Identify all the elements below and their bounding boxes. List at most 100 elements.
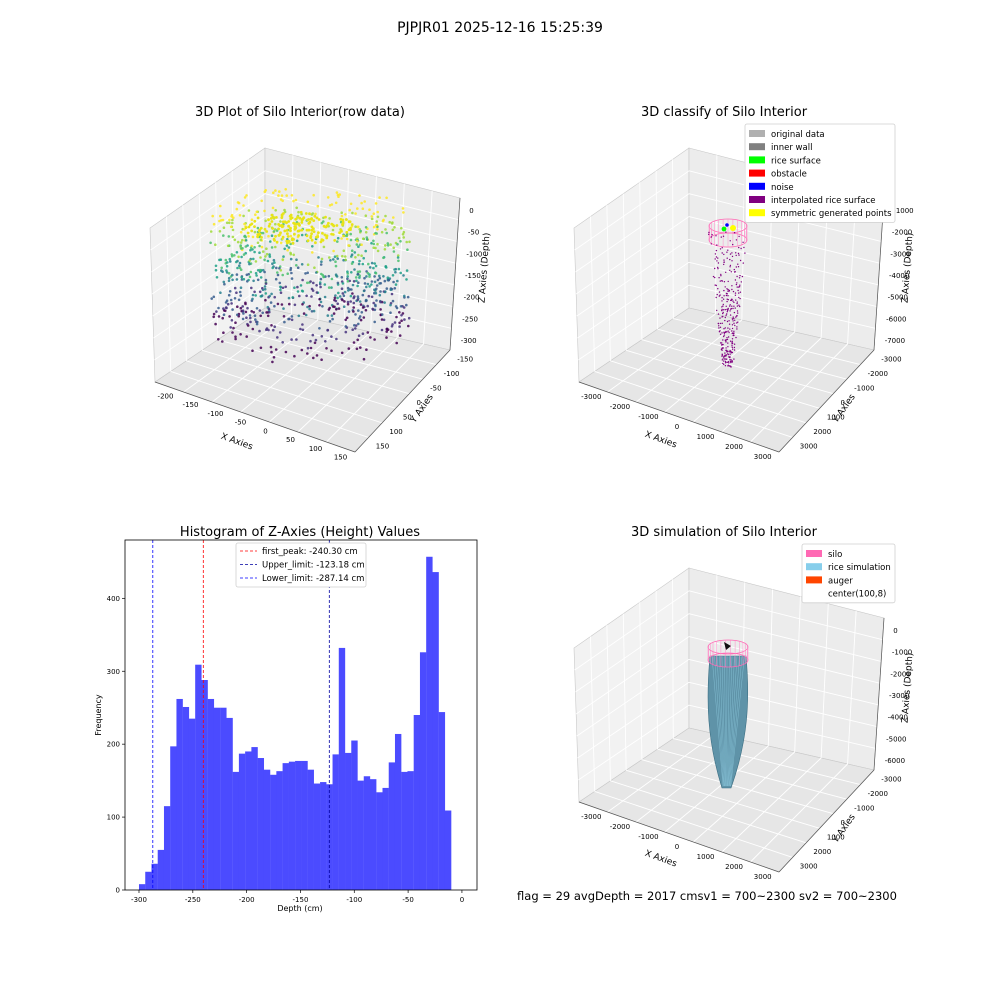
p1-point-top — [341, 223, 344, 227]
p2-interpolated-point — [733, 358, 735, 360]
p2-interpolated-point — [731, 285, 733, 287]
p2-interpolated-point — [733, 330, 735, 332]
p1-point — [268, 253, 271, 256]
p1-point — [352, 306, 356, 309]
p2-interpolated-point — [729, 266, 731, 268]
p1-point — [261, 231, 265, 235]
p1-point — [318, 327, 321, 330]
p1-point — [309, 280, 312, 283]
p2-interpolated-point — [723, 281, 726, 283]
p1-point — [212, 315, 215, 319]
p4-mesh-line — [724, 655, 727, 787]
p1-point-top — [297, 234, 300, 237]
p1-point — [361, 306, 365, 309]
p1-point — [279, 220, 282, 223]
p2-interpolated-point — [725, 305, 727, 307]
p1-point — [255, 210, 259, 214]
grid-left-h — [151, 216, 266, 295]
p1-point — [258, 244, 261, 248]
p2-interpolated-point — [737, 266, 740, 268]
p1-point — [374, 264, 378, 268]
z-axis-line — [449, 197, 461, 351]
p2-interpolated-point — [738, 254, 740, 256]
p2-interpolated-point — [719, 294, 721, 296]
p1-point — [246, 244, 249, 247]
p1-point — [340, 351, 344, 355]
p1-point — [251, 349, 254, 353]
grid-left-v — [589, 216, 596, 372]
p1-point — [263, 209, 266, 213]
p3-y-tick: 400 — [107, 595, 120, 603]
p1-point — [254, 213, 257, 216]
p1-point — [276, 273, 280, 277]
p2-interpolated-point — [734, 279, 737, 281]
p1-point — [393, 321, 397, 324]
p2-interpolated-point — [708, 231, 710, 234]
p4-auger-marker — [724, 642, 731, 650]
p1-point — [287, 296, 291, 300]
p1-point — [306, 346, 310, 350]
p1-point — [244, 251, 247, 255]
p4-zlabel: Z Axies (Depth) — [901, 652, 916, 723]
p1-point — [364, 231, 368, 234]
p1-point — [212, 312, 216, 316]
p1-point — [398, 321, 401, 325]
p4-mesh-line — [721, 655, 726, 787]
p2-interpolated-point — [734, 319, 736, 321]
p1-point — [215, 276, 219, 279]
p2-interpolated-point — [725, 354, 728, 356]
p1-point-top — [300, 221, 304, 224]
p2-interpolated-point — [721, 300, 723, 302]
p1-point — [274, 209, 278, 212]
p1-point — [274, 348, 278, 351]
p2-interpolated-point — [727, 299, 729, 301]
p2-interpolated-point — [718, 291, 721, 293]
p4-mesh-line — [728, 655, 735, 787]
p1-point — [218, 258, 221, 262]
p1-point — [286, 248, 289, 252]
p1-point-top — [323, 233, 327, 237]
p3-bar — [345, 752, 352, 890]
p2-noise-point — [725, 223, 729, 227]
p1-x-tick: -100 — [208, 410, 224, 418]
p1-point — [235, 260, 238, 264]
grid-left-v — [198, 193, 203, 351]
p1-point-top — [298, 216, 302, 220]
p1-point — [311, 289, 315, 292]
p1-point — [405, 240, 409, 244]
p1-point — [250, 218, 254, 221]
p1-point-top — [310, 238, 314, 242]
p2-interpolated-point — [726, 313, 728, 315]
p1-point — [253, 246, 256, 249]
p1-point — [351, 328, 355, 332]
p2-interpolated-point — [738, 304, 740, 306]
p1-point-top — [281, 235, 285, 239]
grid-left-v — [231, 170, 235, 330]
p3-bar — [270, 774, 277, 890]
p1-point — [340, 287, 344, 291]
p1-point — [352, 341, 356, 344]
p1-point — [361, 262, 365, 266]
p2-interpolated-point — [722, 311, 724, 314]
p2-interpolated-point — [720, 275, 722, 277]
p1-point — [393, 226, 396, 229]
p1-point — [312, 193, 316, 197]
p1-point — [357, 245, 360, 248]
p1-point-top — [288, 214, 292, 218]
grid-floor-a — [326, 343, 424, 443]
p1-point — [338, 295, 342, 298]
p1-point — [365, 270, 368, 273]
p1-point — [289, 252, 293, 256]
p2-interpolated-point — [727, 309, 729, 312]
p1-point — [270, 324, 273, 327]
p1-point-top — [289, 229, 292, 233]
p1-point — [335, 191, 339, 194]
p1-point — [363, 282, 367, 285]
grid-floor-b — [610, 360, 807, 424]
p1-point — [264, 219, 267, 223]
p1-point — [328, 320, 332, 323]
p2-interpolated-point — [723, 355, 726, 357]
p1-point — [254, 271, 258, 275]
p2-interpolated-point — [717, 268, 719, 270]
